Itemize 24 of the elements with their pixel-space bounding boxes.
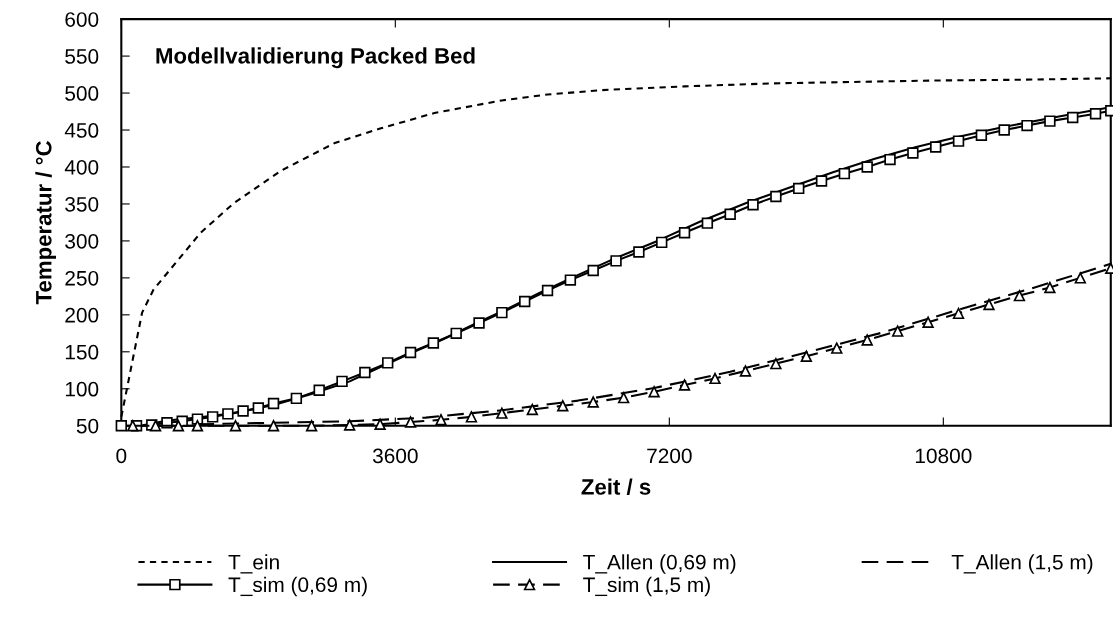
y-tick-label: 550 [65, 49, 99, 64]
y-tick-label: 600 [65, 12, 99, 27]
legend-label: T_sim (1,5 m) [583, 576, 710, 597]
y-tick-label: 100 [65, 381, 99, 397]
y-tick-label: 300 [65, 233, 99, 249]
legend-label: T_sim (0,69 m) [228, 576, 367, 597]
x-tick-label: 3600 [372, 448, 418, 464]
legend-label: T_Allen (0,69 m) [583, 554, 736, 574]
y-tick-label: 500 [65, 86, 99, 101]
y-tick-label: 400 [64, 159, 99, 175]
y-tick-label: 150 [65, 344, 99, 360]
legend-label: T_ein [228, 554, 279, 574]
y-tick-label: 200 [65, 307, 99, 323]
y-axis-title: Temperatur / °C [35, 141, 57, 305]
x-axis-title: Zeit / s [581, 478, 651, 496]
x-tick-label: 7200 [647, 448, 692, 464]
y-tick-label: 250 [65, 270, 99, 286]
x-tick-label: 0 [116, 448, 127, 464]
legend-label: T_Allen (1,5 m) [951, 554, 1093, 574]
text: Modellvalidierung Packed Bed [156, 47, 475, 69]
y-tick-label: 50 [76, 418, 99, 434]
y-tick-label: 450 [64, 123, 99, 138]
y-tick-label: 350 [65, 196, 99, 212]
x-tick-label: 10800 [915, 448, 972, 464]
